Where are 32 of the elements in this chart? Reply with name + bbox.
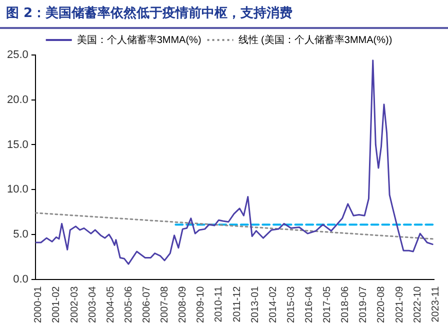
legend-label: 美国：个人储蓄率3MMA(%): [76, 34, 202, 46]
y-tick-label: 10.0: [6, 184, 28, 196]
x-tick-label: 2020-08: [376, 286, 388, 324]
x-tick-label: 2003-04: [87, 286, 98, 324]
x-tick-label: 2022-10: [412, 286, 424, 324]
x-tick-label: 2001-02: [51, 286, 62, 324]
x-tick-label: 2017-05: [322, 286, 334, 324]
legend-label: 线性 (美国：个人储蓄率3MMA(%)): [238, 34, 392, 46]
x-tick-label: 2011-12: [232, 286, 243, 322]
y-tick-label: 20.0: [6, 94, 28, 106]
x-tick-label: 2006-07: [141, 286, 152, 324]
x-tick-label: 2013-01: [250, 286, 261, 324]
x-tick-label: 2008-09: [178, 286, 189, 324]
chart-title: 图 2：美国储蓄率依然低于疫情前中枢，支持消费: [0, 0, 448, 29]
y-tick-label: 0.0: [13, 273, 28, 286]
x-tick-label: 2010-11: [214, 286, 225, 322]
x-tick-label: 2009-10: [196, 286, 207, 324]
x-tick-label: 2000-01: [33, 286, 44, 324]
x-tick-label: 2019-07: [358, 286, 370, 324]
x-tick-label: 2016-04: [304, 286, 315, 324]
x-tick-label: 2002-03: [69, 286, 80, 324]
y-tick-label: 25.0: [6, 49, 28, 62]
x-tick-label: 2004-05: [105, 286, 116, 324]
x-tick-label: 2023-11: [430, 286, 442, 322]
x-tick-label: 2007-08: [160, 286, 171, 324]
y-tick-label: 15.0: [6, 138, 28, 151]
x-tick-label: 2021-09: [394, 286, 406, 324]
x-tick-label: 2005-06: [123, 286, 134, 324]
x-tick-label: 2014-02: [268, 286, 279, 324]
x-tick-label: 2015-03: [286, 286, 297, 324]
y-tick-label: 5.0: [13, 228, 28, 240]
x-tick-label: 2018-06: [340, 286, 352, 324]
